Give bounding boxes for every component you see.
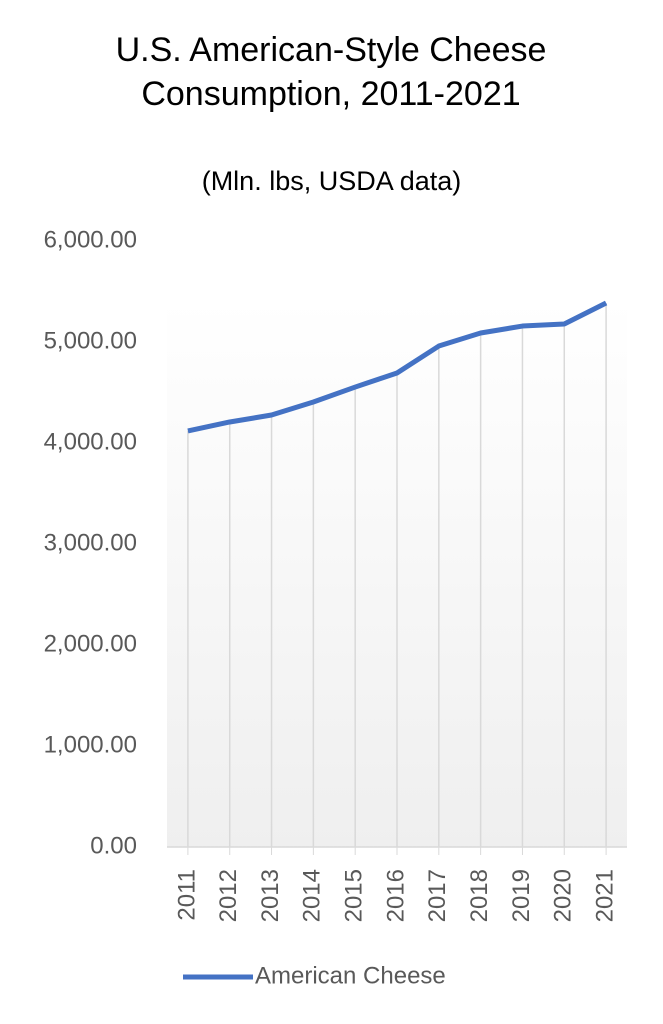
y-tick-label: 6,000.00 [44, 226, 137, 253]
x-tick-label: 2021 [591, 869, 618, 922]
data-line [187, 300, 608, 434]
y-tick-label: 2,000.00 [44, 630, 137, 657]
x-tick-label: 2019 [508, 869, 535, 922]
x-tick-label: 2014 [299, 869, 326, 922]
x-tick-label: 2015 [341, 869, 368, 922]
x-tick-label: 2016 [382, 869, 409, 922]
y-tick-label: 0.00 [90, 832, 137, 859]
y-tick-label: 3,000.00 [44, 529, 137, 556]
x-tick-label: 2018 [466, 869, 493, 922]
x-tick-label: 2013 [257, 869, 284, 922]
legend-label: American Cheese [255, 962, 446, 989]
x-tick-label: 2017 [424, 869, 451, 922]
chart-subtitle: (Mln. lbs, USDA data) [201, 166, 462, 196]
chart-title: U.S. American-Style Cheese Consumption, … [115, 31, 547, 113]
x-tick-label: 2020 [550, 869, 577, 922]
x-tick-label: 2012 [215, 869, 242, 922]
y-tick-label: 5,000.00 [44, 327, 137, 354]
x-tick-label: 2011 [173, 869, 200, 921]
y-tick-label: 4,000.00 [44, 428, 137, 455]
y-tick-label: 1,000.00 [44, 731, 137, 758]
